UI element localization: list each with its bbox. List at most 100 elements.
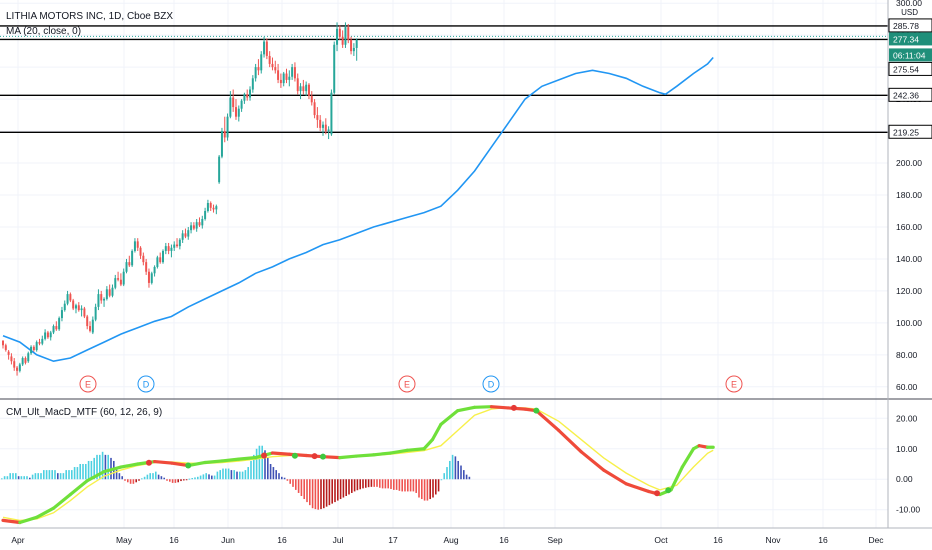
macd-histogram-bar bbox=[99, 454, 101, 480]
macd-line-segment bbox=[579, 450, 606, 472]
candle bbox=[305, 81, 308, 96]
candle-body bbox=[249, 89, 252, 98]
macd-cross-point bbox=[533, 407, 540, 414]
candle bbox=[184, 228, 187, 239]
time-tick-label: Jul bbox=[333, 535, 344, 545]
macd-histogram-bar bbox=[423, 479, 426, 501]
ma-value-label-text: 275.54 bbox=[893, 64, 919, 74]
candle-body bbox=[302, 86, 305, 92]
candle bbox=[229, 91, 232, 119]
candle bbox=[159, 252, 162, 264]
candle-body bbox=[32, 346, 35, 351]
macd-line-segment bbox=[669, 465, 684, 492]
macd-histogram-bar bbox=[3, 476, 6, 480]
candle-body bbox=[72, 300, 75, 309]
macd-line-segment bbox=[152, 459, 174, 465]
macd-histogram-bar bbox=[356, 479, 359, 491]
macd-histogram-bar bbox=[124, 479, 126, 481]
candle-body bbox=[156, 257, 159, 267]
macd-histogram-bar bbox=[138, 479, 140, 481]
macd-histogram-bar bbox=[9, 473, 11, 480]
macd-line-segment bbox=[422, 438, 435, 451]
macd-cross-point bbox=[261, 452, 268, 459]
candle-body bbox=[147, 271, 150, 283]
macd-histogram-bar bbox=[87, 460, 90, 480]
candle-body bbox=[246, 94, 249, 98]
macd-histogram-bar bbox=[421, 479, 423, 500]
candle-body bbox=[220, 131, 223, 157]
macd-histogram-bar bbox=[225, 468, 227, 480]
price-tick-label: 300.00 bbox=[896, 0, 922, 8]
candle bbox=[212, 204, 215, 213]
candle-body bbox=[60, 310, 63, 319]
macd-histogram-bar bbox=[359, 479, 361, 490]
candle bbox=[344, 22, 347, 48]
price-labels: 285.78 242.36 219.25 277.34 06:11:04 275.54 bbox=[888, 18, 932, 139]
macd-line-segment bbox=[237, 456, 258, 461]
macd-cross-point bbox=[510, 404, 517, 411]
candle-body bbox=[150, 273, 153, 283]
candle bbox=[60, 306, 63, 322]
macd-histogram-bar bbox=[163, 477, 165, 480]
macd-histogram-bar bbox=[93, 457, 95, 480]
candle bbox=[2, 340, 4, 349]
macd-histogram-bar bbox=[415, 479, 417, 493]
time-tick-label: 16 bbox=[499, 535, 509, 545]
macd-histogram-bar bbox=[264, 450, 266, 480]
candle-body bbox=[299, 86, 302, 92]
macd-histogram-bar bbox=[107, 454, 109, 480]
candle-body bbox=[94, 306, 97, 320]
candle-body bbox=[307, 84, 310, 96]
macd-histogram-bar bbox=[289, 479, 291, 484]
candle-body bbox=[97, 294, 100, 307]
candle-body bbox=[142, 255, 145, 263]
macd-histogram-bar bbox=[373, 479, 375, 487]
time-tick-label: Dec bbox=[868, 535, 884, 545]
candle-body bbox=[184, 233, 187, 237]
candle-body bbox=[257, 67, 260, 71]
candle bbox=[103, 297, 106, 307]
candle-body bbox=[164, 246, 167, 251]
macd-histogram-bar bbox=[197, 476, 199, 480]
macd-histogram-bar bbox=[82, 464, 84, 480]
candle bbox=[288, 70, 291, 87]
macd-histogram-bar bbox=[367, 479, 370, 488]
macd-histogram-bar bbox=[370, 479, 373, 487]
macd-line-segment bbox=[489, 405, 510, 410]
price-tick-label: 60.00 bbox=[896, 382, 918, 392]
candle-body bbox=[80, 308, 83, 311]
candle bbox=[147, 268, 150, 288]
candle bbox=[119, 273, 122, 287]
macd-histogram-bar bbox=[48, 470, 51, 480]
macd-histogram-bar bbox=[418, 479, 420, 498]
macd-histogram-bar bbox=[412, 479, 415, 492]
candle bbox=[170, 244, 173, 258]
macd-histogram-bar bbox=[169, 479, 171, 482]
candle-body bbox=[176, 244, 179, 247]
candle bbox=[16, 366, 19, 376]
event-circle bbox=[137, 375, 155, 393]
price-tick-label: 160.00 bbox=[896, 222, 922, 232]
level-price-label: 285.78 bbox=[888, 18, 932, 33]
candle bbox=[249, 86, 252, 101]
macd-histogram-bar bbox=[295, 479, 297, 490]
macd-line-segment bbox=[624, 482, 651, 494]
candle-body bbox=[49, 332, 52, 338]
candle-body bbox=[293, 67, 296, 79]
candle-body bbox=[321, 124, 324, 128]
candle-body bbox=[18, 364, 21, 371]
macd-histogram-bar bbox=[166, 479, 168, 481]
candle bbox=[195, 218, 198, 232]
candle-body bbox=[122, 271, 125, 285]
candle-body bbox=[271, 63, 274, 68]
macd-histogram-bar bbox=[118, 473, 121, 480]
macd-histogram-bar bbox=[353, 479, 356, 492]
macd-histogram-bar bbox=[348, 479, 350, 495]
event-marker-dividend: D bbox=[482, 375, 500, 393]
price-tick-label: 140.00 bbox=[896, 254, 922, 264]
candle-body bbox=[352, 47, 355, 52]
level-price-label-text: 219.25 bbox=[893, 127, 919, 137]
candle bbox=[352, 43, 355, 56]
